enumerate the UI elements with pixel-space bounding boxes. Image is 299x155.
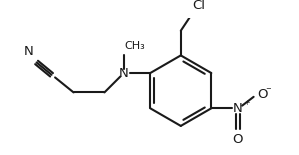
Text: N: N (23, 45, 33, 58)
Text: CH₃: CH₃ (125, 41, 145, 51)
Text: O: O (233, 133, 243, 146)
Text: N: N (233, 102, 242, 115)
Text: $^-$: $^-$ (264, 86, 272, 97)
Text: Cl: Cl (192, 0, 205, 12)
Text: N: N (119, 66, 129, 80)
Text: $^+$: $^+$ (242, 101, 251, 111)
Text: O: O (257, 88, 268, 101)
